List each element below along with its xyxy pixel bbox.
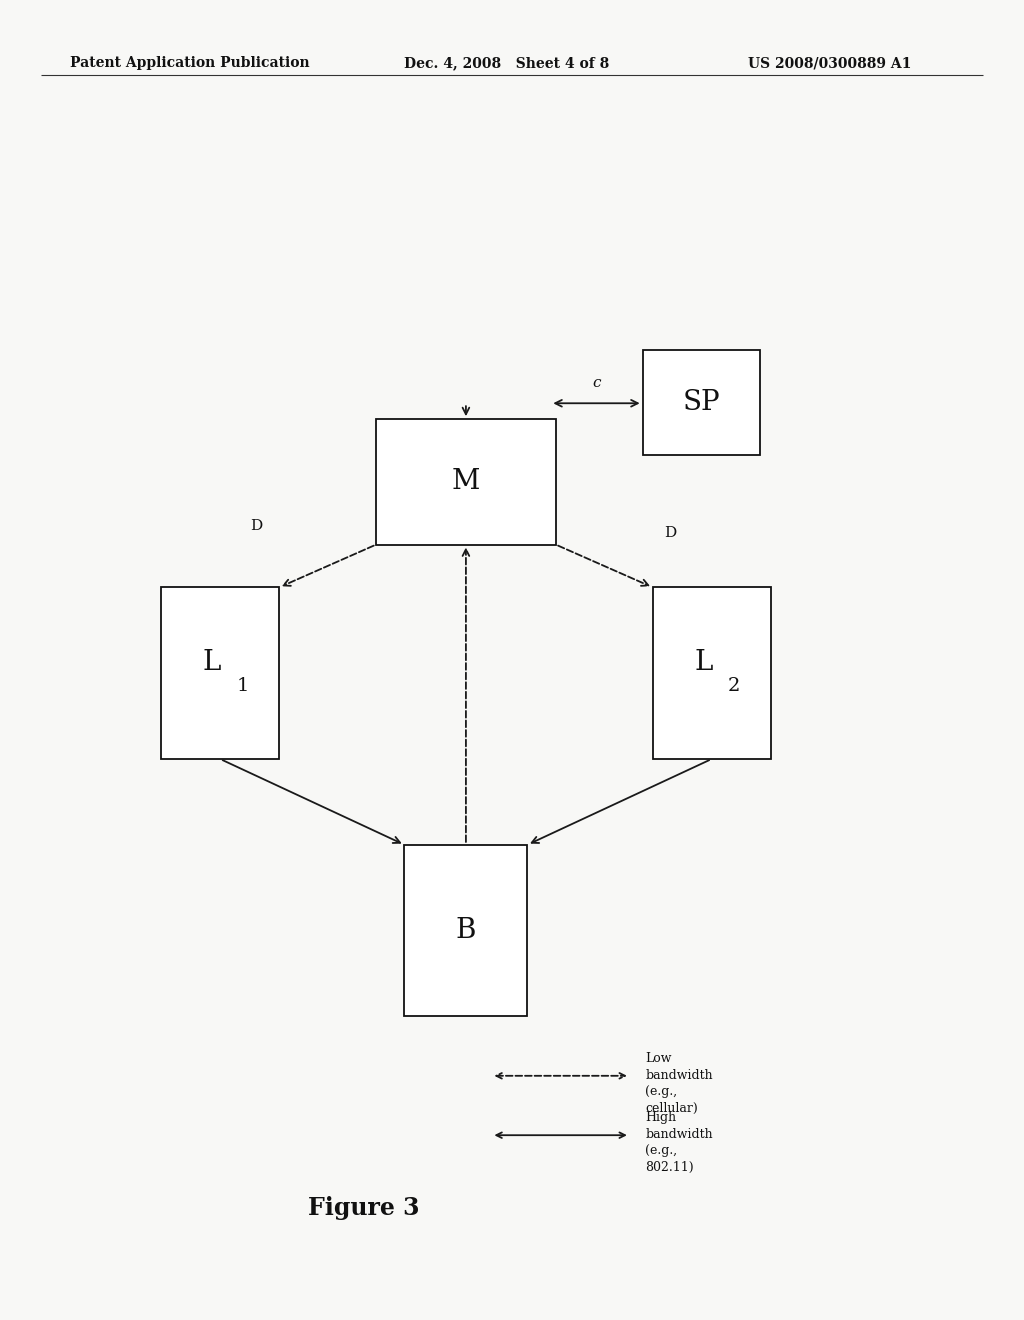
Bar: [404, 845, 527, 1016]
Text: 2: 2: [728, 677, 740, 696]
Text: SP: SP: [683, 389, 720, 416]
Bar: [162, 587, 279, 759]
Text: US 2008/0300889 A1: US 2008/0300889 A1: [748, 57, 911, 70]
Text: D: D: [665, 525, 677, 540]
Text: M: M: [452, 469, 480, 495]
Text: D: D: [250, 519, 262, 533]
Bar: [643, 350, 760, 455]
Text: Patent Application Publication: Patent Application Publication: [70, 57, 309, 70]
Text: L: L: [694, 649, 713, 676]
Text: L: L: [203, 649, 221, 676]
Text: Low
bandwidth
(e.g.,
cellular): Low bandwidth (e.g., cellular): [645, 1052, 713, 1114]
Text: B: B: [456, 917, 476, 944]
Bar: [377, 420, 555, 544]
Text: 1: 1: [237, 677, 249, 696]
Text: c: c: [592, 376, 601, 391]
Bar: [653, 587, 770, 759]
Text: Dec. 4, 2008   Sheet 4 of 8: Dec. 4, 2008 Sheet 4 of 8: [404, 57, 609, 70]
Text: High
bandwidth
(e.g.,
802.11): High bandwidth (e.g., 802.11): [645, 1111, 713, 1173]
Text: Figure 3: Figure 3: [308, 1196, 419, 1220]
